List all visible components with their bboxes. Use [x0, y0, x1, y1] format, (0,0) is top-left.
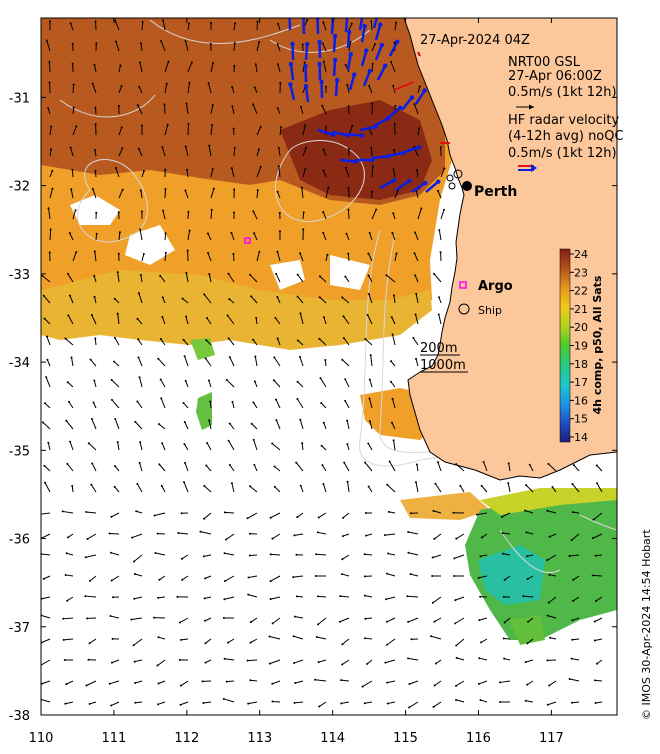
colorbar-tick-label: 15 — [574, 413, 588, 426]
radar-title: HF radar velocity — [508, 113, 620, 128]
y-tick-label: -38 — [9, 709, 30, 724]
y-tick-label: -31 — [9, 91, 30, 106]
y-tick-label: -37 — [9, 621, 30, 636]
x-tick-label: 117 — [539, 731, 564, 746]
x-tick-label: 111 — [101, 731, 126, 746]
wind-scale-label: 0.5m/s (1kt 12h) — [508, 85, 617, 100]
colorbar-tick-label: 24 — [574, 248, 588, 261]
colorbar-tick-label: 18 — [574, 358, 588, 371]
map-timestamp: 27-Apr-2024 04Z — [420, 33, 530, 48]
ship-legend-label: Ship — [478, 304, 502, 317]
argo-legend-label: Argo — [478, 279, 513, 294]
radar-scale-label: 0.5m/s (1kt 12h) — [508, 146, 617, 161]
colorbar-tick-label: 21 — [574, 303, 588, 316]
colorbar-tick-label: 19 — [574, 340, 588, 353]
x-tick-label: 116 — [466, 731, 491, 746]
radar-subtitle: (4-12h avg) noQC — [508, 129, 624, 144]
colorbar-tick-label: 14 — [574, 431, 588, 444]
y-tick-label: -36 — [9, 533, 30, 548]
credit-text: © IMOS 30-Apr-2024 14:54 Hobart — [640, 529, 653, 720]
y-tick-label: -34 — [9, 356, 30, 371]
x-tick-label: 110 — [29, 731, 54, 746]
colorbar-tick-label: 16 — [574, 394, 588, 407]
colorbar — [560, 249, 570, 442]
y-tick-label: -35 — [9, 444, 30, 459]
wind-product-time: 27-Apr 06:00Z — [508, 69, 602, 84]
colorbar-tick-label: 22 — [574, 285, 588, 298]
wind-product-name: NRT00 GSL — [508, 55, 581, 70]
city-label-perth: Perth — [474, 184, 517, 200]
colorbar-tick-label: 23 — [574, 266, 588, 279]
y-tick-label: -33 — [9, 268, 30, 283]
x-tick-label: 115 — [393, 731, 418, 746]
colorbar-tick-label: 20 — [574, 321, 588, 334]
colorbar-tick-label: 17 — [574, 376, 588, 389]
isobath-label-200m: 200m — [420, 341, 457, 356]
y-tick-label: -32 — [9, 180, 30, 195]
isobath-label-1000m: 1000m — [420, 358, 466, 373]
x-tick-label: 114 — [320, 731, 345, 746]
colorbar-label: 4h comp, p50, All Sats — [591, 275, 604, 414]
x-tick-label: 112 — [174, 731, 199, 746]
x-tick-label: 113 — [247, 731, 272, 746]
